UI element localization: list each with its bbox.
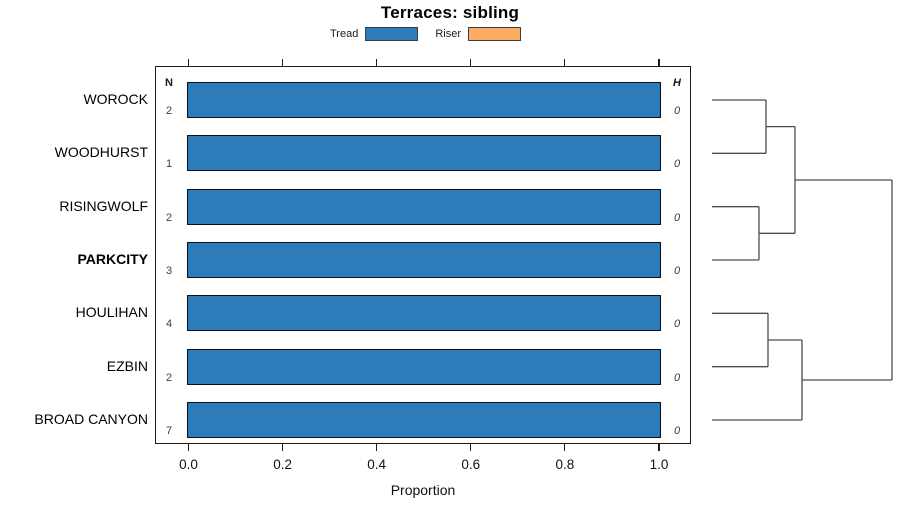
y-axis-label: WOODHURST <box>54 144 148 161</box>
x-tick-label: 0.2 <box>273 457 292 472</box>
x-tick-label: 0.4 <box>367 457 387 472</box>
n-value: 2 <box>165 371 173 384</box>
y-axis-label: BROAD CANYON <box>34 410 148 427</box>
y-axis-label: WOROCK <box>83 91 148 107</box>
tread-bar <box>186 401 661 438</box>
tread-bar <box>186 188 661 225</box>
legend-label-riser: Riser <box>435 27 461 40</box>
h-value: 0 <box>673 371 681 384</box>
h-value: 0 <box>673 318 681 331</box>
tread-bar <box>186 135 661 172</box>
x-tick-label: 0.0 <box>179 457 198 472</box>
x-tick-label: 0.8 <box>555 457 575 472</box>
x-tick-top <box>564 59 566 66</box>
x-tick-bottom <box>376 444 378 451</box>
y-axis-label: EZBIN <box>106 357 148 374</box>
x-tick-bottom <box>470 444 472 451</box>
legend-swatch-riser-icon <box>468 26 521 41</box>
x-tick-bottom <box>282 444 284 451</box>
x-tick-bottom <box>564 444 566 451</box>
h-value: 0 <box>673 158 681 171</box>
legend: Tread Riser <box>330 26 521 41</box>
x-tick-top <box>658 59 660 66</box>
legend-label-tread: Tread <box>330 27 359 40</box>
y-axis-label: HOULIHAN <box>75 304 148 321</box>
h-value: 0 <box>673 211 681 224</box>
x-tick-top <box>470 59 472 66</box>
h-column-header: H <box>673 77 681 89</box>
tread-bar <box>186 295 661 332</box>
x-tick-label: 1.0 <box>649 457 669 472</box>
n-value: 2 <box>165 211 173 224</box>
n-value: 2 <box>165 105 173 117</box>
x-tick-label: 0.6 <box>461 457 481 472</box>
n-value: 4 <box>165 318 173 331</box>
x-tick-top <box>376 59 378 66</box>
tread-bar <box>186 241 661 278</box>
x-tick-bottom <box>187 444 190 451</box>
x-tick-top <box>187 59 190 66</box>
n-value: 1 <box>165 158 173 171</box>
y-axis-label: RISINGWOLF <box>59 197 148 214</box>
chart-title: Terraces: sibling <box>380 3 520 22</box>
tread-bar <box>186 82 661 118</box>
n-value: 7 <box>165 424 173 437</box>
n-column-header: N <box>165 77 173 89</box>
h-value: 0 <box>673 105 681 117</box>
y-axis-label: PARKCITY <box>77 250 148 267</box>
legend-swatch-tread-icon <box>365 26 419 41</box>
h-value: 0 <box>673 424 681 437</box>
x-tick-top <box>282 59 284 66</box>
x-tick-bottom <box>658 444 660 451</box>
n-value: 3 <box>165 264 173 277</box>
h-value: 0 <box>673 264 681 277</box>
tread-bar <box>186 348 661 385</box>
x-axis-title: Proportion <box>390 482 456 498</box>
